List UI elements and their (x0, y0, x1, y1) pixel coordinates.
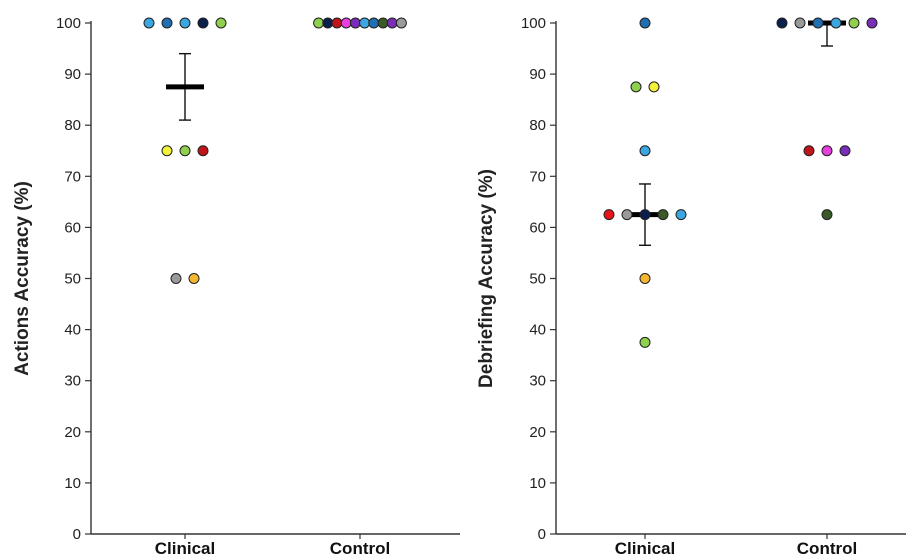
data-point (368, 17, 380, 29)
y-tick-label: 70 (529, 168, 546, 185)
y-tick-label: 50 (529, 271, 546, 288)
data-point (179, 145, 191, 157)
data-point (830, 17, 842, 29)
data-point (170, 273, 182, 284)
y-tick-label: 50 (64, 271, 81, 288)
x-category-label: Clinical (615, 539, 675, 556)
data-point (639, 17, 651, 29)
data-point (603, 209, 615, 221)
y-axis-title: Debriefing Accuracy (%) (476, 169, 497, 388)
data-point (359, 17, 371, 29)
data-point (657, 209, 669, 221)
y-tick-label: 10 (64, 475, 81, 492)
data-point (161, 145, 173, 157)
data-point (197, 17, 209, 29)
data-point (395, 17, 407, 29)
data-point (197, 145, 209, 157)
data-point (639, 336, 651, 348)
y-tick-label: 10 (529, 475, 546, 492)
y-tick-label: 30 (64, 373, 81, 390)
y-tick-label: 100 (56, 15, 81, 32)
data-point (821, 145, 833, 157)
y-tick-label: 70 (64, 168, 81, 185)
data-point (630, 81, 642, 93)
data-point (313, 17, 325, 29)
data-point (215, 17, 227, 29)
data-point (639, 145, 651, 157)
y-tick-label: 20 (529, 424, 546, 441)
x-category-label: Control (797, 539, 857, 556)
data-point (794, 17, 806, 29)
data-point (377, 17, 389, 29)
data-point (386, 17, 398, 29)
data-point (848, 17, 860, 29)
data-point (340, 17, 352, 29)
y-tick-label: 40 (529, 322, 546, 339)
data-point (866, 17, 878, 29)
y-tick-label: 100 (521, 15, 546, 32)
data-point (803, 145, 815, 157)
data-point (161, 17, 173, 29)
data-point (331, 17, 343, 29)
chart-panel-1: 0 10 20 30 40 50 60 70 80 90 100 Clinical Control Act… (12, 15, 460, 556)
data-point (812, 17, 824, 29)
y-axis-title: Actions Accuracy (%) (12, 181, 33, 376)
data-point (648, 81, 660, 93)
data-point (639, 273, 651, 284)
data-point (821, 209, 833, 221)
data-point (143, 17, 155, 29)
y-tick-label: 0 (73, 526, 81, 543)
y-tick-label: 60 (529, 219, 546, 236)
data-point (188, 273, 200, 284)
x-category-label: Clinical (155, 539, 215, 556)
y-tick-label: 80 (529, 117, 546, 134)
data-point (349, 17, 361, 29)
data-point (179, 17, 191, 29)
y-tick-label: 80 (64, 117, 81, 134)
data-point (839, 145, 851, 157)
y-tick-label: 40 (64, 322, 81, 339)
chart-panel-2: 0 10 20 30 40 50 60 70 80 90 100 Clinical Control Deb… (476, 15, 906, 556)
y-tick-label: 90 (64, 66, 81, 83)
data-point (776, 17, 788, 29)
data-point (639, 209, 651, 221)
x-category-label: Control (330, 539, 390, 556)
data-point (621, 209, 633, 221)
data-point (675, 209, 687, 221)
y-tick-label: 30 (529, 373, 546, 390)
data-point (322, 17, 334, 29)
y-tick-label: 20 (64, 424, 81, 441)
y-tick-label: 0 (538, 526, 546, 543)
y-tick-label: 90 (529, 66, 546, 83)
y-tick-label: 60 (64, 219, 81, 236)
